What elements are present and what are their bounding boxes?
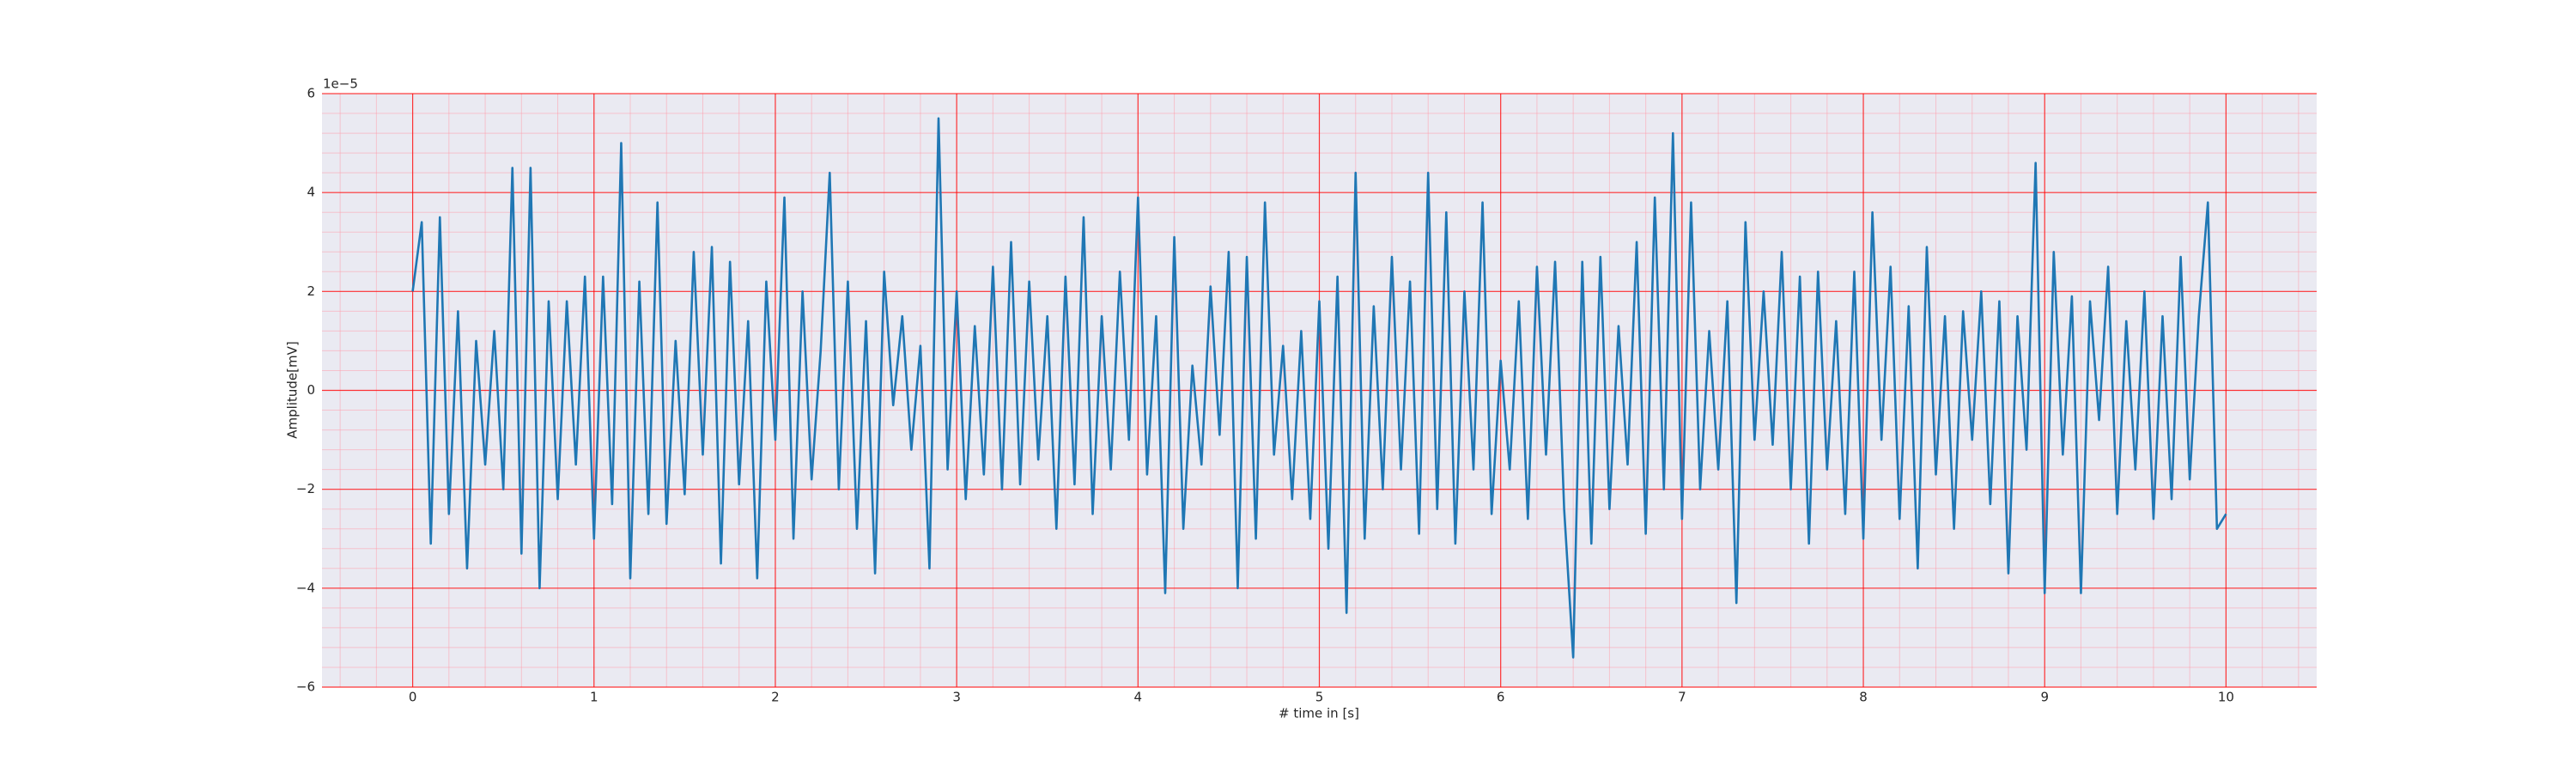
x-tick-label: 9 [2040,690,2049,705]
x-tick-label: 6 [1497,690,1505,705]
x-axis-label: # time in [s] [1279,706,1359,721]
x-tick-label: 4 [1134,690,1143,705]
y-tick-label: −4 [296,580,315,595]
y-axis-label: Amplitude[mV] [285,341,301,438]
x-tick-label: 3 [952,690,961,705]
y-tick-label: 6 [307,86,315,101]
x-tick-label: 10 [2218,690,2234,705]
y-tick-label: 2 [307,283,315,299]
y-tick-label: 0 [307,382,315,398]
y-tick-label: −6 [296,679,315,695]
x-tick-label: 8 [1859,690,1868,705]
x-tick-label: 5 [1315,690,1324,705]
y-offset-label: 1e−5 [323,76,358,92]
x-tick-label: 0 [409,690,417,705]
x-tick-label: 1 [590,690,598,705]
signal-line [411,117,2227,659]
x-tick-label: 2 [771,690,780,705]
y-tick-label: −2 [296,481,315,496]
x-tick-label: 7 [1678,690,1686,705]
y-tick-label: 4 [307,185,315,200]
